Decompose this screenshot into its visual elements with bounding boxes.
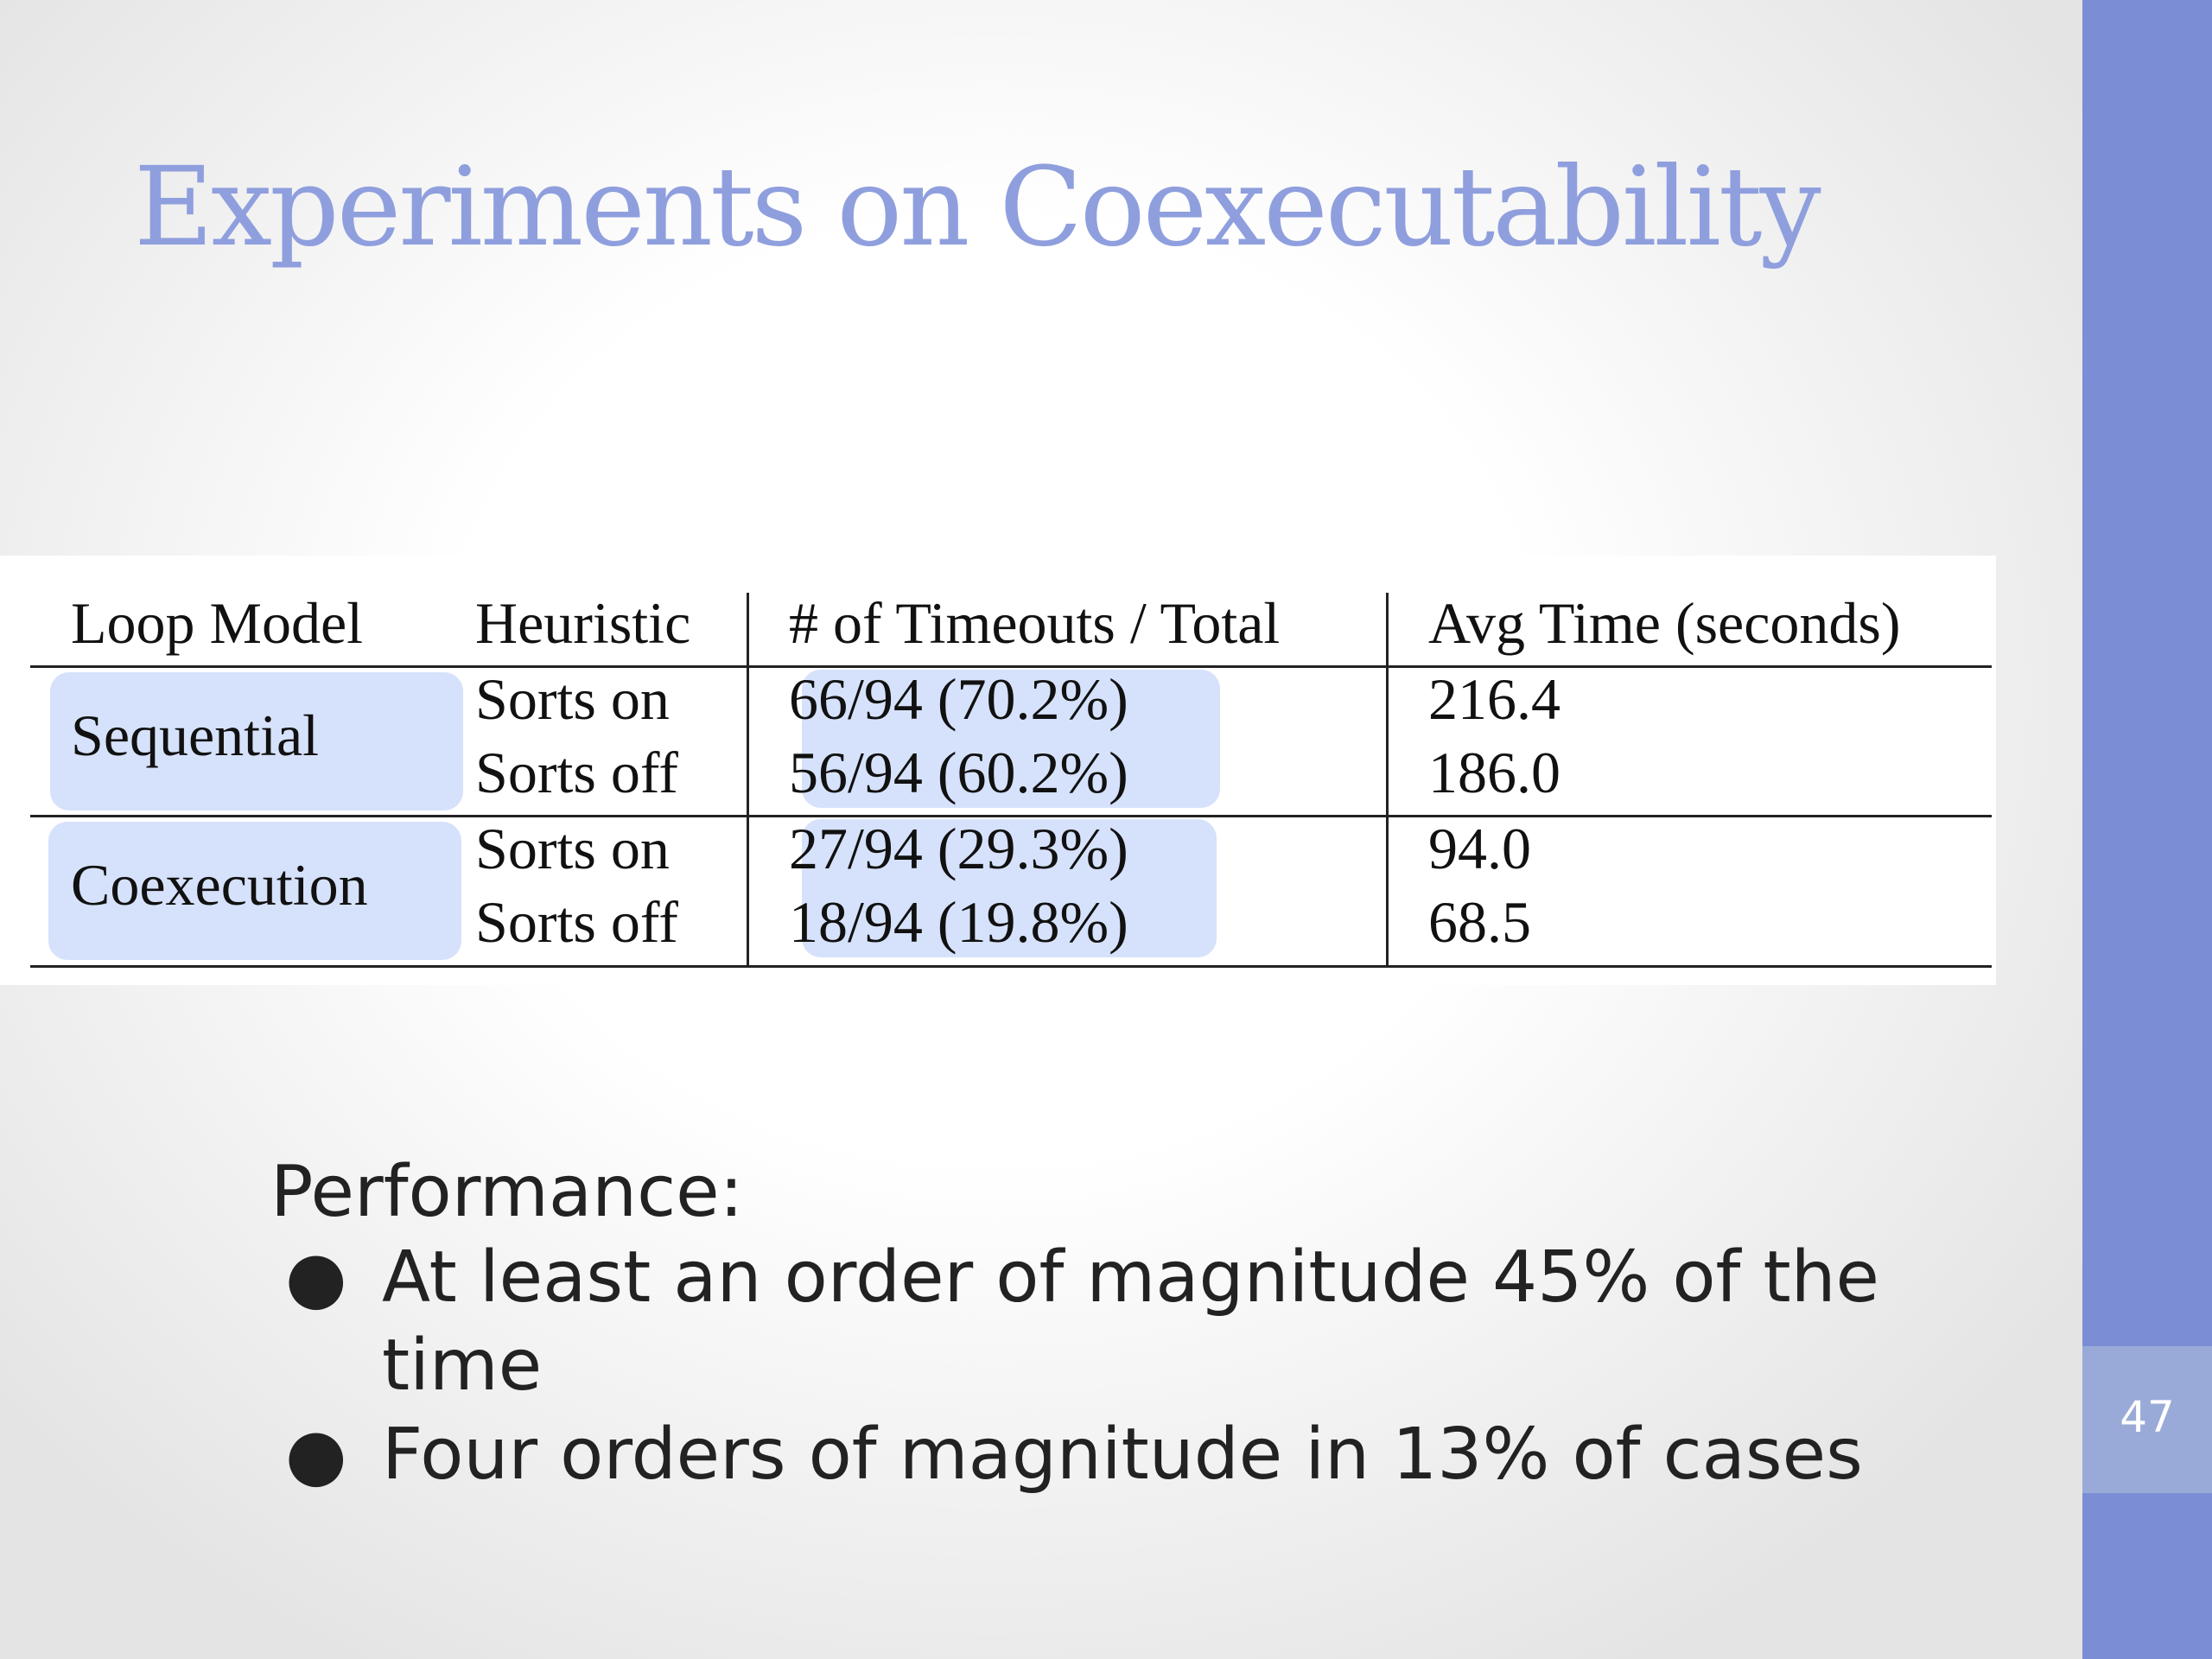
heuristic-cell: Sorts off (475, 740, 678, 805)
avg-time-cell: 216.4 (1428, 666, 1560, 732)
avg-time-cell: 94.0 (1428, 816, 1531, 881)
model-coexecution: Coexecution (71, 852, 368, 918)
column-divider-2 (1386, 593, 1389, 968)
page-number: 47 (2120, 1392, 2175, 1442)
slide-title: Experiments on Coexecutability (134, 143, 1821, 270)
highlight-coexecution-timeouts (802, 819, 1217, 957)
heuristic-cell: Sorts on (475, 816, 670, 881)
bullet-text: Four orders of magnitude in 13% of cases (382, 1414, 1863, 1496)
header-timeouts: # of Timeouts / Total (789, 590, 1281, 656)
avg-time-cell: 186.0 (1428, 740, 1560, 805)
header-rule (30, 665, 1992, 668)
bullet-icon: ● (285, 1236, 347, 1319)
header-heuristic: Heuristic (475, 590, 691, 656)
timeouts-cell: 56/94 (60.2%) (789, 740, 1128, 805)
bullet-icon: ● (285, 1414, 347, 1496)
highlight-sequential-timeouts (802, 670, 1220, 808)
heuristic-cell: Sorts on (475, 666, 670, 732)
highlight-coexecution (48, 822, 461, 960)
bullet-text: At least an order of magnitude 45% of th… (382, 1236, 1880, 1407)
timeouts-cell: 66/94 (70.2%) (789, 666, 1128, 732)
header-loop-model: Loop Model (71, 590, 364, 656)
model-sequential: Sequential (71, 702, 320, 768)
timeouts-cell: 27/94 (29.3%) (789, 816, 1128, 881)
bottom-rule (30, 965, 1992, 968)
page-number-box (2082, 1346, 2212, 1493)
heuristic-cell: Sorts off (475, 889, 678, 955)
performance-heading: Performance: (270, 1151, 744, 1233)
column-divider-1 (747, 593, 749, 968)
avg-time-cell: 68.5 (1428, 889, 1531, 955)
header-avg-time: Avg Time (seconds) (1428, 590, 1901, 656)
highlight-sequential (50, 672, 463, 810)
timeouts-cell: 18/94 (19.8%) (789, 889, 1128, 955)
group-separator-rule (30, 815, 1992, 817)
